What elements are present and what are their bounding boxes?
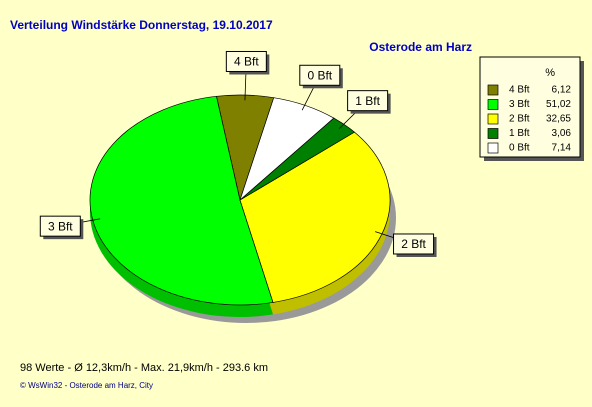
slice <box>239 131 391 303</box>
legend-value: 6,12 <box>552 85 572 96</box>
slice-label: 1 Bft <box>355 94 380 108</box>
slice-label: 3 Bft <box>48 219 73 233</box>
slice-label: 2 Bft <box>401 237 426 251</box>
legend-swatch <box>487 84 499 96</box>
chart-subtitle: Osterode am Harz <box>369 40 472 54</box>
slice-label: 0 Bft <box>307 68 332 82</box>
legend-label: 0 Bft <box>509 143 530 154</box>
legend-swatch <box>487 99 499 110</box>
slice-label: 4 Bft <box>234 55 259 69</box>
footer-stats: 98 Werte - Ø 12,3km/h - Max. 21,9km/h - … <box>20 362 268 374</box>
legend-label: 3 Bft <box>509 99 530 110</box>
slice <box>239 97 335 202</box>
legend-value: 32,65 <box>546 114 571 125</box>
label-box <box>393 233 435 255</box>
label-box <box>225 50 267 72</box>
legend-label: 2 Bft <box>509 114 530 125</box>
legend-swatch <box>487 142 499 154</box>
legend-value: 3,06 <box>552 128 572 139</box>
label-box <box>299 64 341 86</box>
legend-label: 1 Bft <box>509 128 530 139</box>
legend-value: 51,02 <box>546 99 571 110</box>
label-box <box>39 215 81 237</box>
legend-swatch <box>487 113 499 125</box>
legend-swatch <box>487 128 499 139</box>
legend-header: % <box>545 67 555 79</box>
legend-label: 4 Bft <box>509 85 530 96</box>
legend-value: 7,14 <box>552 143 572 154</box>
footer-credit: © WsWin32 - Osterode am Harz, City <box>20 381 153 390</box>
chart-title: Verteilung Windstärke Donnerstag, 19.10.… <box>10 18 273 32</box>
label-box <box>347 90 389 112</box>
